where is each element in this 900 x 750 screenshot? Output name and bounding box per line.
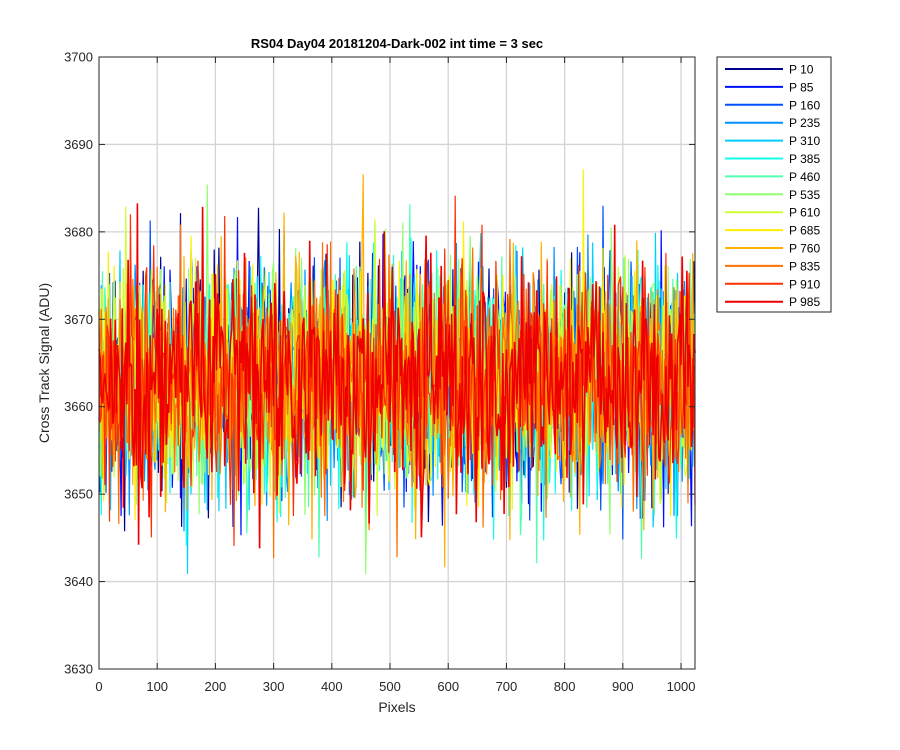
chart-title: RS04 Day04 20181204-Dark-002 int time = … xyxy=(251,36,543,51)
legend-box xyxy=(716,56,832,313)
y-axis-label: Cross Track Signal (ADU) xyxy=(36,283,52,443)
y-tick-label: 3640 xyxy=(64,574,93,589)
axis-ticks: 0 100 200 300 400 500 600 700 800 900 1000 3630 3640… xyxy=(64,50,695,695)
x-tick-label: 800 xyxy=(554,679,576,694)
x-tick-label: 200 xyxy=(205,679,227,694)
legend-label: P 235 xyxy=(789,116,820,130)
legend: P 10 P 85 P 160 P 235 P 310 P 385 P 460 P 535 P … xyxy=(716,56,832,313)
series-lines xyxy=(98,169,696,575)
legend-label: P 610 xyxy=(789,206,820,220)
legend-label: P 985 xyxy=(789,295,820,309)
legend-label: P 685 xyxy=(789,224,820,238)
x-tick-label: 500 xyxy=(379,679,401,694)
x-tick-label: 1000 xyxy=(667,679,696,694)
legend-label: P 835 xyxy=(789,259,820,273)
legend-label: P 85 xyxy=(789,80,814,94)
plot-frame xyxy=(98,56,696,670)
series-line-p-985 xyxy=(98,203,696,549)
x-tick-label: 600 xyxy=(437,679,459,694)
x-tick-label: 400 xyxy=(321,679,343,694)
y-tick-label: 3680 xyxy=(64,224,93,239)
legend-label: P 460 xyxy=(789,170,820,184)
legend-label: P 310 xyxy=(789,134,820,148)
x-tick-label: 300 xyxy=(263,679,285,694)
y-tick-label: 3660 xyxy=(64,399,93,414)
legend-label: P 10 xyxy=(789,63,814,77)
legend-label: P 910 xyxy=(789,277,820,291)
x-axis-label: Pixels xyxy=(378,699,415,715)
y-tick-label: 3650 xyxy=(64,487,93,502)
legend-label: P 535 xyxy=(789,188,820,202)
legend-label: P 760 xyxy=(789,242,820,256)
x-tick-label: 100 xyxy=(146,679,168,694)
x-tick-label: 700 xyxy=(496,679,518,694)
y-tick-label: 3690 xyxy=(64,137,93,152)
x-tick-label: 0 xyxy=(95,679,102,694)
legend-label: P 160 xyxy=(789,98,820,112)
y-tick-label: 3630 xyxy=(64,662,93,677)
y-tick-label: 3670 xyxy=(64,312,93,327)
x-tick-label: 900 xyxy=(612,679,634,694)
y-tick-label: 3700 xyxy=(64,50,93,65)
legend-label: P 385 xyxy=(789,152,820,166)
